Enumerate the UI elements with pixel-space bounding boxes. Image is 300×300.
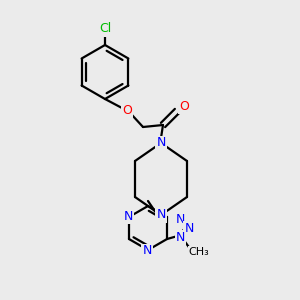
Text: N: N (156, 136, 166, 149)
Text: O: O (179, 100, 189, 112)
Text: N: N (156, 208, 166, 221)
Text: CH₃: CH₃ (188, 247, 209, 257)
Text: N: N (123, 209, 133, 223)
Text: N: N (176, 231, 185, 244)
Text: Cl: Cl (99, 22, 111, 35)
Text: N: N (184, 221, 194, 235)
Text: N: N (176, 213, 185, 226)
Text: N: N (142, 244, 152, 257)
Text: O: O (122, 104, 132, 118)
